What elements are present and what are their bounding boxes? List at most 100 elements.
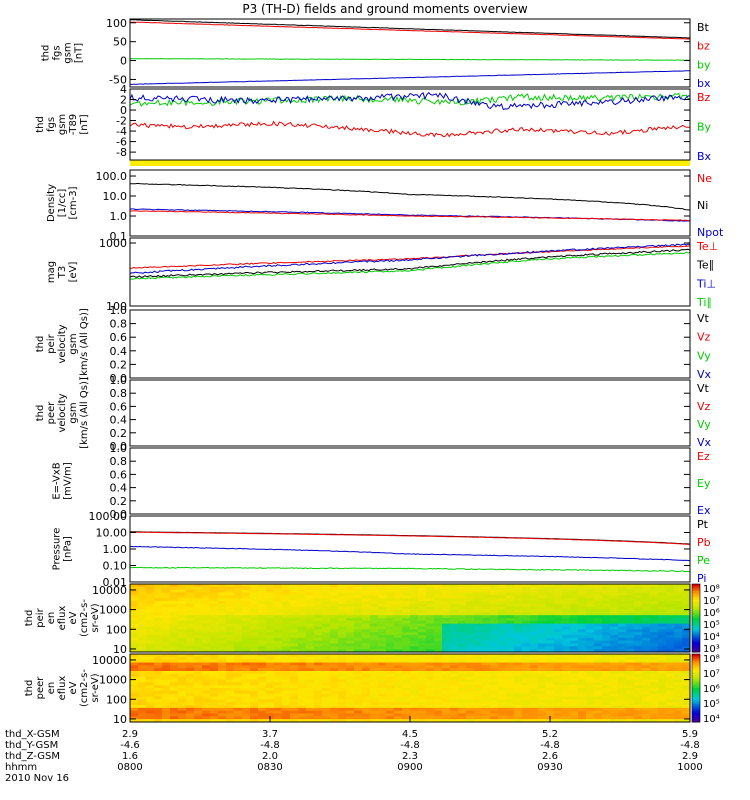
time-tick-value: 0800 [117,762,142,773]
spectrogram-cell [130,643,139,647]
spectrogram-cell [578,612,587,616]
spectrogram-cell [178,705,187,709]
spectrogram-cell [522,656,531,661]
spectrogram-cell [266,615,275,619]
spectrogram-cell [426,676,435,680]
spectrogram-cell [426,606,435,610]
spectrogram-cell [162,699,171,703]
spectrogram-cell [330,668,339,672]
spectrogram-cell [570,671,579,675]
spectrogram-cell [426,598,435,602]
spectrogram-cell [554,635,563,639]
spectrogram-cell [298,643,307,647]
time-axis-row-label: thd_X-GSM [5,729,60,740]
spectrogram-cell [626,699,635,703]
spectrogram-cell [322,707,331,712]
spectrogram-cell [586,699,595,703]
series-line-fgs [129,58,691,61]
spectrogram-cell [562,679,571,683]
spectrogram-cell [458,654,467,658]
spectrogram-cell [370,643,379,647]
spectrogram-cell [178,656,187,661]
spectrogram-cell [154,620,163,625]
spectrogram-cell [314,640,323,644]
spectrogram-cell [274,609,283,613]
spectrogram-cell [674,685,683,689]
spectrogram-cell [394,679,403,683]
spectrogram-cell [138,685,147,689]
spectrogram-cell [442,713,451,717]
spectrogram-cell [418,665,427,669]
spectrogram-cell [562,609,571,613]
spectrogram-cell [154,688,163,692]
spectrogram-cell [474,719,483,723]
spectrogram-cell [634,586,643,591]
spectrogram-cell [506,665,515,669]
spectrogram-cell [450,682,459,686]
spectrogram-cell [282,632,291,636]
spectrogram-cell [554,598,563,602]
spectrogram-cell [362,586,371,591]
spectrogram-cell [226,682,235,686]
spectrogram-cell [346,696,355,700]
spectrogram-cell [386,601,395,605]
spectrogram-cell [258,654,267,658]
spectrogram-cell [354,586,363,591]
spectrogram-cell [562,626,571,630]
spectrogram-cell [338,640,347,644]
spectrogram-cell [570,626,579,630]
spectrogram-cell [410,710,419,714]
spectrogram-cell [306,688,315,692]
spectrogram-cell [202,656,211,661]
spectrogram-cell [210,598,219,602]
spectrogram-cell [618,612,627,616]
spectrogram-cell [610,688,619,692]
spectrogram-cell [594,716,603,720]
spectrogram-cell [210,618,219,622]
spectrogram-cell [402,612,411,616]
colorbar-segment [692,606,700,610]
spectrogram-cell [426,603,435,608]
spectrogram-cell [586,637,595,642]
ytick-label: 0 [120,104,127,117]
spectrogram-cell [314,654,323,658]
spectrogram-cell [378,601,387,605]
spectrogram-cell [674,654,683,658]
spectrogram-cell [578,690,587,695]
spectrogram-cell [506,640,515,644]
spectrogram-cell [194,705,203,709]
spectrogram-cell [522,693,531,697]
spectrogram-cell [634,618,643,622]
spectrogram-cell [170,609,179,613]
spectrogram-cell [234,654,243,658]
spectrogram-cell [450,637,459,642]
spectrogram-cell [458,598,467,602]
spectrogram-cell [282,626,291,630]
spectrogram-cell [538,618,547,622]
spectrogram-cell [162,654,171,658]
spectrogram-cell [226,626,235,630]
spectrogram-cell [154,673,163,678]
spectrogram-cell [642,676,651,680]
spectrogram-cell [218,699,227,703]
spectrogram-cell [538,601,547,605]
spectrogram-cell [674,668,683,672]
spectrogram-cell [498,713,507,717]
spectrogram-cell [290,685,299,689]
spectrogram-cell [218,705,227,709]
spectrogram-cell [258,589,267,593]
spectrogram-cell [498,679,507,683]
spectrogram-cell [578,637,587,642]
spectrogram-cell [498,623,507,627]
spectrogram-cell [626,595,635,599]
spectrogram-cell [442,654,451,658]
spectrogram-cell [306,707,315,712]
spectrogram-cell [610,640,619,644]
spectrogram-cell [674,679,683,683]
spectrogram-cell [538,685,547,689]
spectrogram-cell [186,685,195,689]
spectrogram-cell [306,626,315,630]
spectrogram-cell [186,589,195,593]
spectrogram-cell [514,620,523,625]
spectrogram-cell [242,623,251,627]
